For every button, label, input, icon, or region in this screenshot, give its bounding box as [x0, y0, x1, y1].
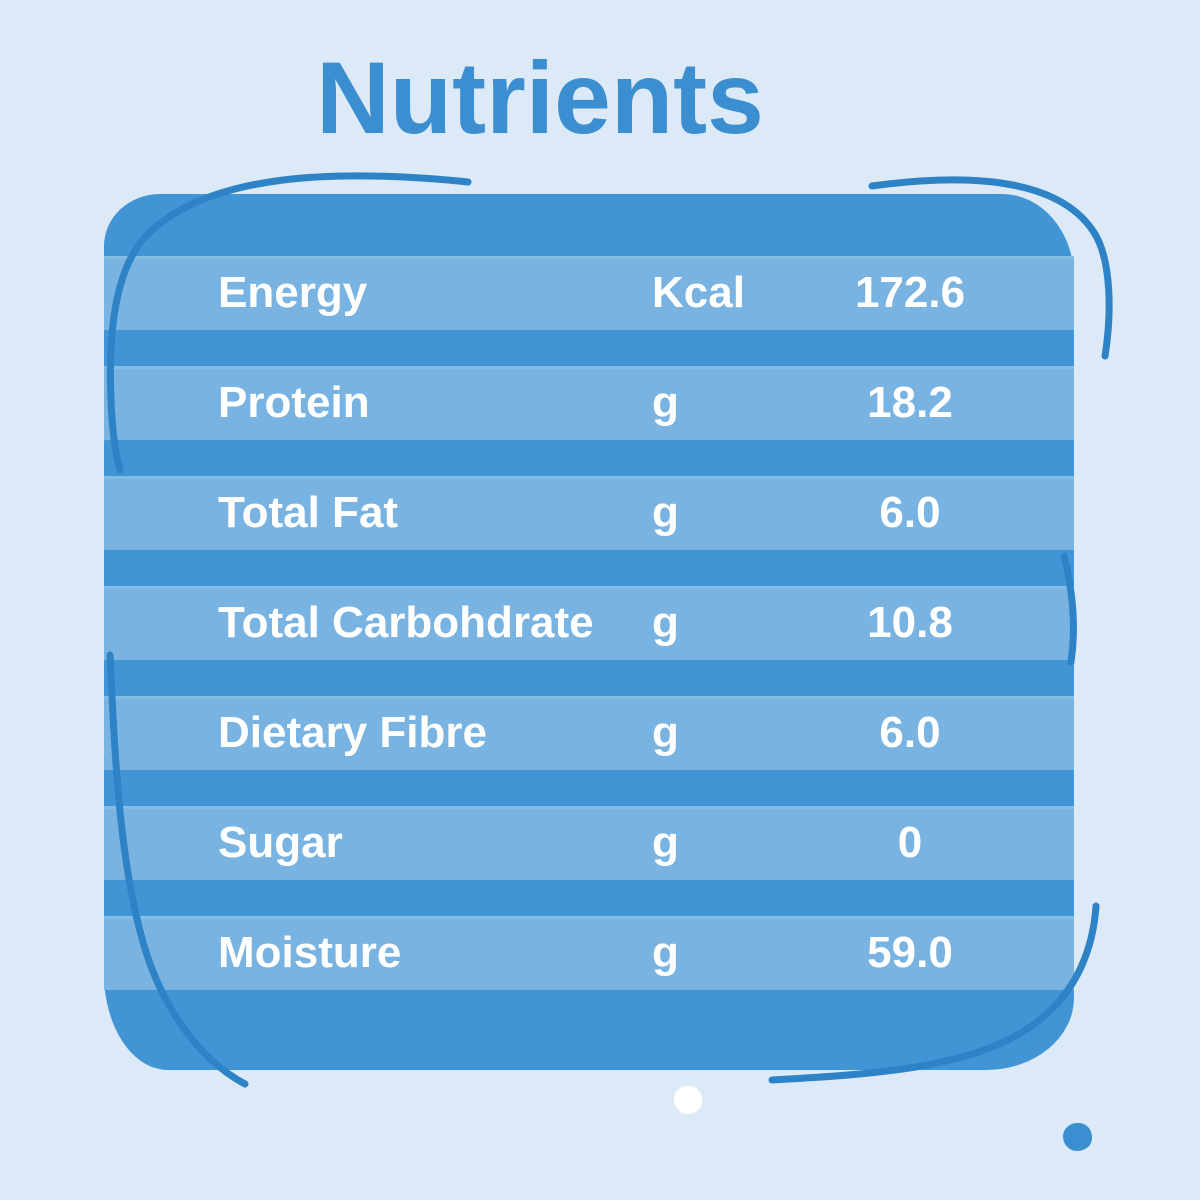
table-row-energy: Energy Kcal 172.6 [104, 256, 1074, 330]
table-row-total-carbohydrate: Total Carbohdrate g 10.8 [104, 586, 1074, 660]
row-label: Dietary Fibre [218, 708, 487, 757]
row-unit: g [652, 708, 679, 757]
page-title: Nutrients [316, 41, 764, 155]
row-unit: g [652, 818, 679, 867]
row-label: Protein [218, 378, 370, 427]
row-value: 0 [897, 818, 923, 867]
table-row-dietary-fibre: Dietary Fibre g 6.0 [104, 696, 1074, 770]
row-value: 10.8 [867, 598, 953, 647]
blue-dot-decoration [1063, 1123, 1092, 1151]
row-label: Sugar [218, 818, 343, 867]
table-row-moisture: Moisture g 59.0 [104, 916, 1074, 990]
row-label: Moisture [218, 928, 402, 977]
row-value: 6.0 [879, 488, 941, 537]
row-label: Total Fat [218, 488, 399, 537]
row-unit: g [652, 488, 679, 537]
table-row-total-fat: Total Fat g 6.0 [104, 476, 1074, 550]
row-value: 18.2 [867, 378, 953, 427]
row-unit: g [652, 378, 679, 427]
row-value: 172.6 [854, 268, 966, 317]
nutrients-card: Energy Kcal 172.6 Protein g 18.2 Total F… [104, 194, 1074, 1070]
row-value: 6.0 [879, 708, 941, 757]
row-unit: g [652, 928, 679, 977]
row-unit: Kcal [652, 268, 745, 317]
white-dot-decoration [674, 1086, 702, 1114]
row-label: Total Carbohdrate [218, 598, 594, 647]
row-label: Energy [218, 268, 368, 317]
table-row-sugar: Sugar g 0 [104, 806, 1074, 880]
table-row-protein: Protein g 18.2 [104, 366, 1074, 440]
row-unit: g [652, 598, 679, 647]
row-value: 59.0 [867, 928, 953, 977]
